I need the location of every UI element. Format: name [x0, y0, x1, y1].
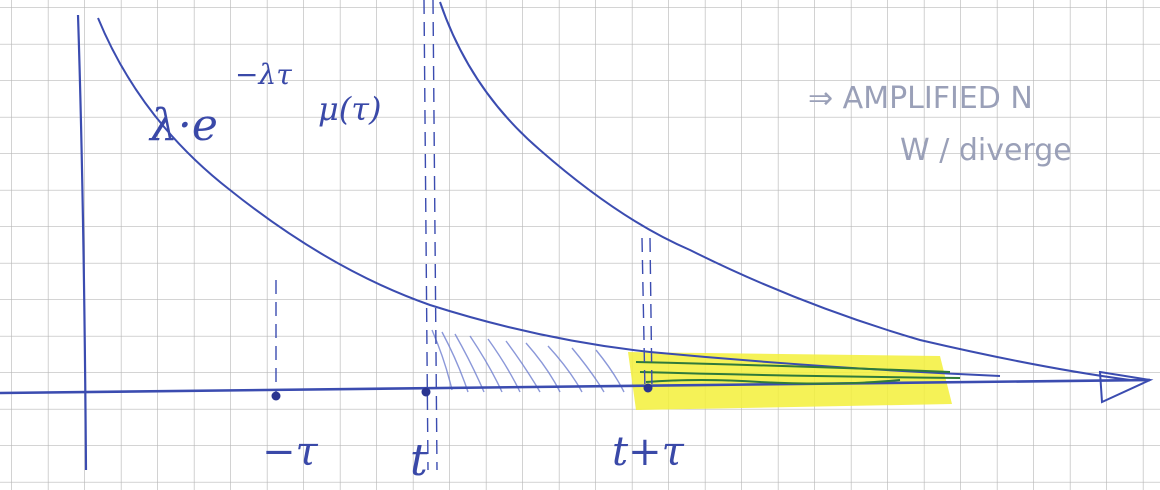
sketch: λ·e −λτ μ(τ) −τ t t+τ ⇒ AMPLIFIED N W / … [0, 0, 1160, 490]
axis-label: t [410, 435, 428, 486]
exp-superscript: −λτ [235, 58, 292, 91]
grid-paper [0, 0, 1160, 490]
exp-label: λ·e [148, 100, 218, 151]
point [422, 388, 431, 397]
axis-label: t+τ [612, 429, 685, 475]
mu-label: μ(τ) [318, 90, 381, 128]
note-line: ⇒ AMPLIFIED N [808, 81, 1033, 116]
point [644, 384, 653, 393]
axis-label: −τ [262, 429, 319, 475]
note-line: W / diverge [900, 133, 1072, 168]
page: {"diagram": { "curve_labels": {"exponent… [0, 0, 1160, 490]
point [272, 392, 281, 401]
